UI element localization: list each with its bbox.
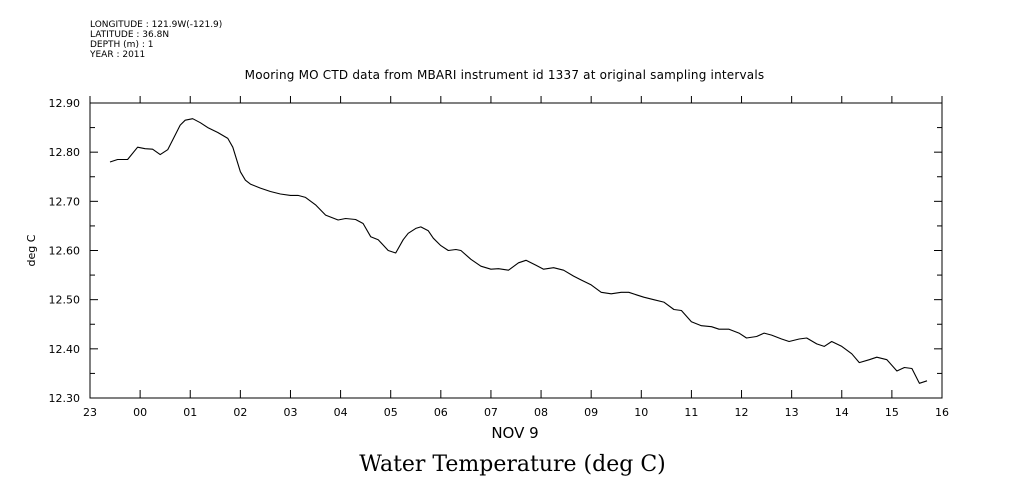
x-tick-label: 12: [735, 406, 749, 419]
y-tick-label: 12.30: [49, 392, 81, 405]
metadata-block: LONGITUDE : 121.9W(-121.9) LATITUDE : 36…: [90, 20, 222, 60]
x-tick-label: 23: [83, 406, 97, 419]
x-tick-label: 04: [334, 406, 348, 419]
series-line: [109, 118, 928, 384]
x-tick-label: 16: [935, 406, 949, 419]
chart-title: Mooring MO CTD data from MBARI instrumen…: [244, 68, 765, 82]
meta-depth: DEPTH (m) : 1: [90, 40, 154, 50]
x-tick-label: 00: [133, 406, 147, 419]
y-tick-label: 12.90: [49, 97, 81, 110]
x-tick-label: 08: [534, 406, 548, 419]
x-tick-label: 10: [634, 406, 648, 419]
plot-frame: [89, 102, 943, 399]
x-tick-label: 14: [835, 406, 849, 419]
x-tick-label: 03: [283, 406, 297, 419]
x-tick-label: 02: [233, 406, 247, 419]
x-axis-date-label: NOV 9: [491, 424, 539, 442]
x-tick-label: 05: [384, 406, 398, 419]
y-tick-label: 12.70: [49, 195, 81, 208]
x-tick-label: 06: [434, 406, 448, 419]
x-tick-label: 15: [885, 406, 899, 419]
y-tick-label: 12.50: [49, 294, 81, 307]
y-tick-label: 12.40: [49, 343, 81, 356]
variable-title: Water Temperature (deg C): [359, 452, 666, 477]
x-tick-label: 11: [684, 406, 698, 419]
meta-year: YEAR : 2011: [90, 50, 146, 60]
y-axis-label: deg C: [25, 234, 38, 266]
y-tick-label: 12.60: [49, 245, 81, 258]
meta-latitude: LATITUDE : 36.8N: [90, 30, 170, 40]
x-tick-label: 07: [484, 406, 498, 419]
x-tick-label: 09: [584, 406, 598, 419]
y-tick-label: 12.80: [49, 146, 81, 159]
x-tick-label: 13: [785, 406, 799, 419]
meta-longitude: LONGITUDE : 121.9W(-121.9): [90, 20, 223, 30]
x-tick-label: 01: [183, 406, 197, 419]
